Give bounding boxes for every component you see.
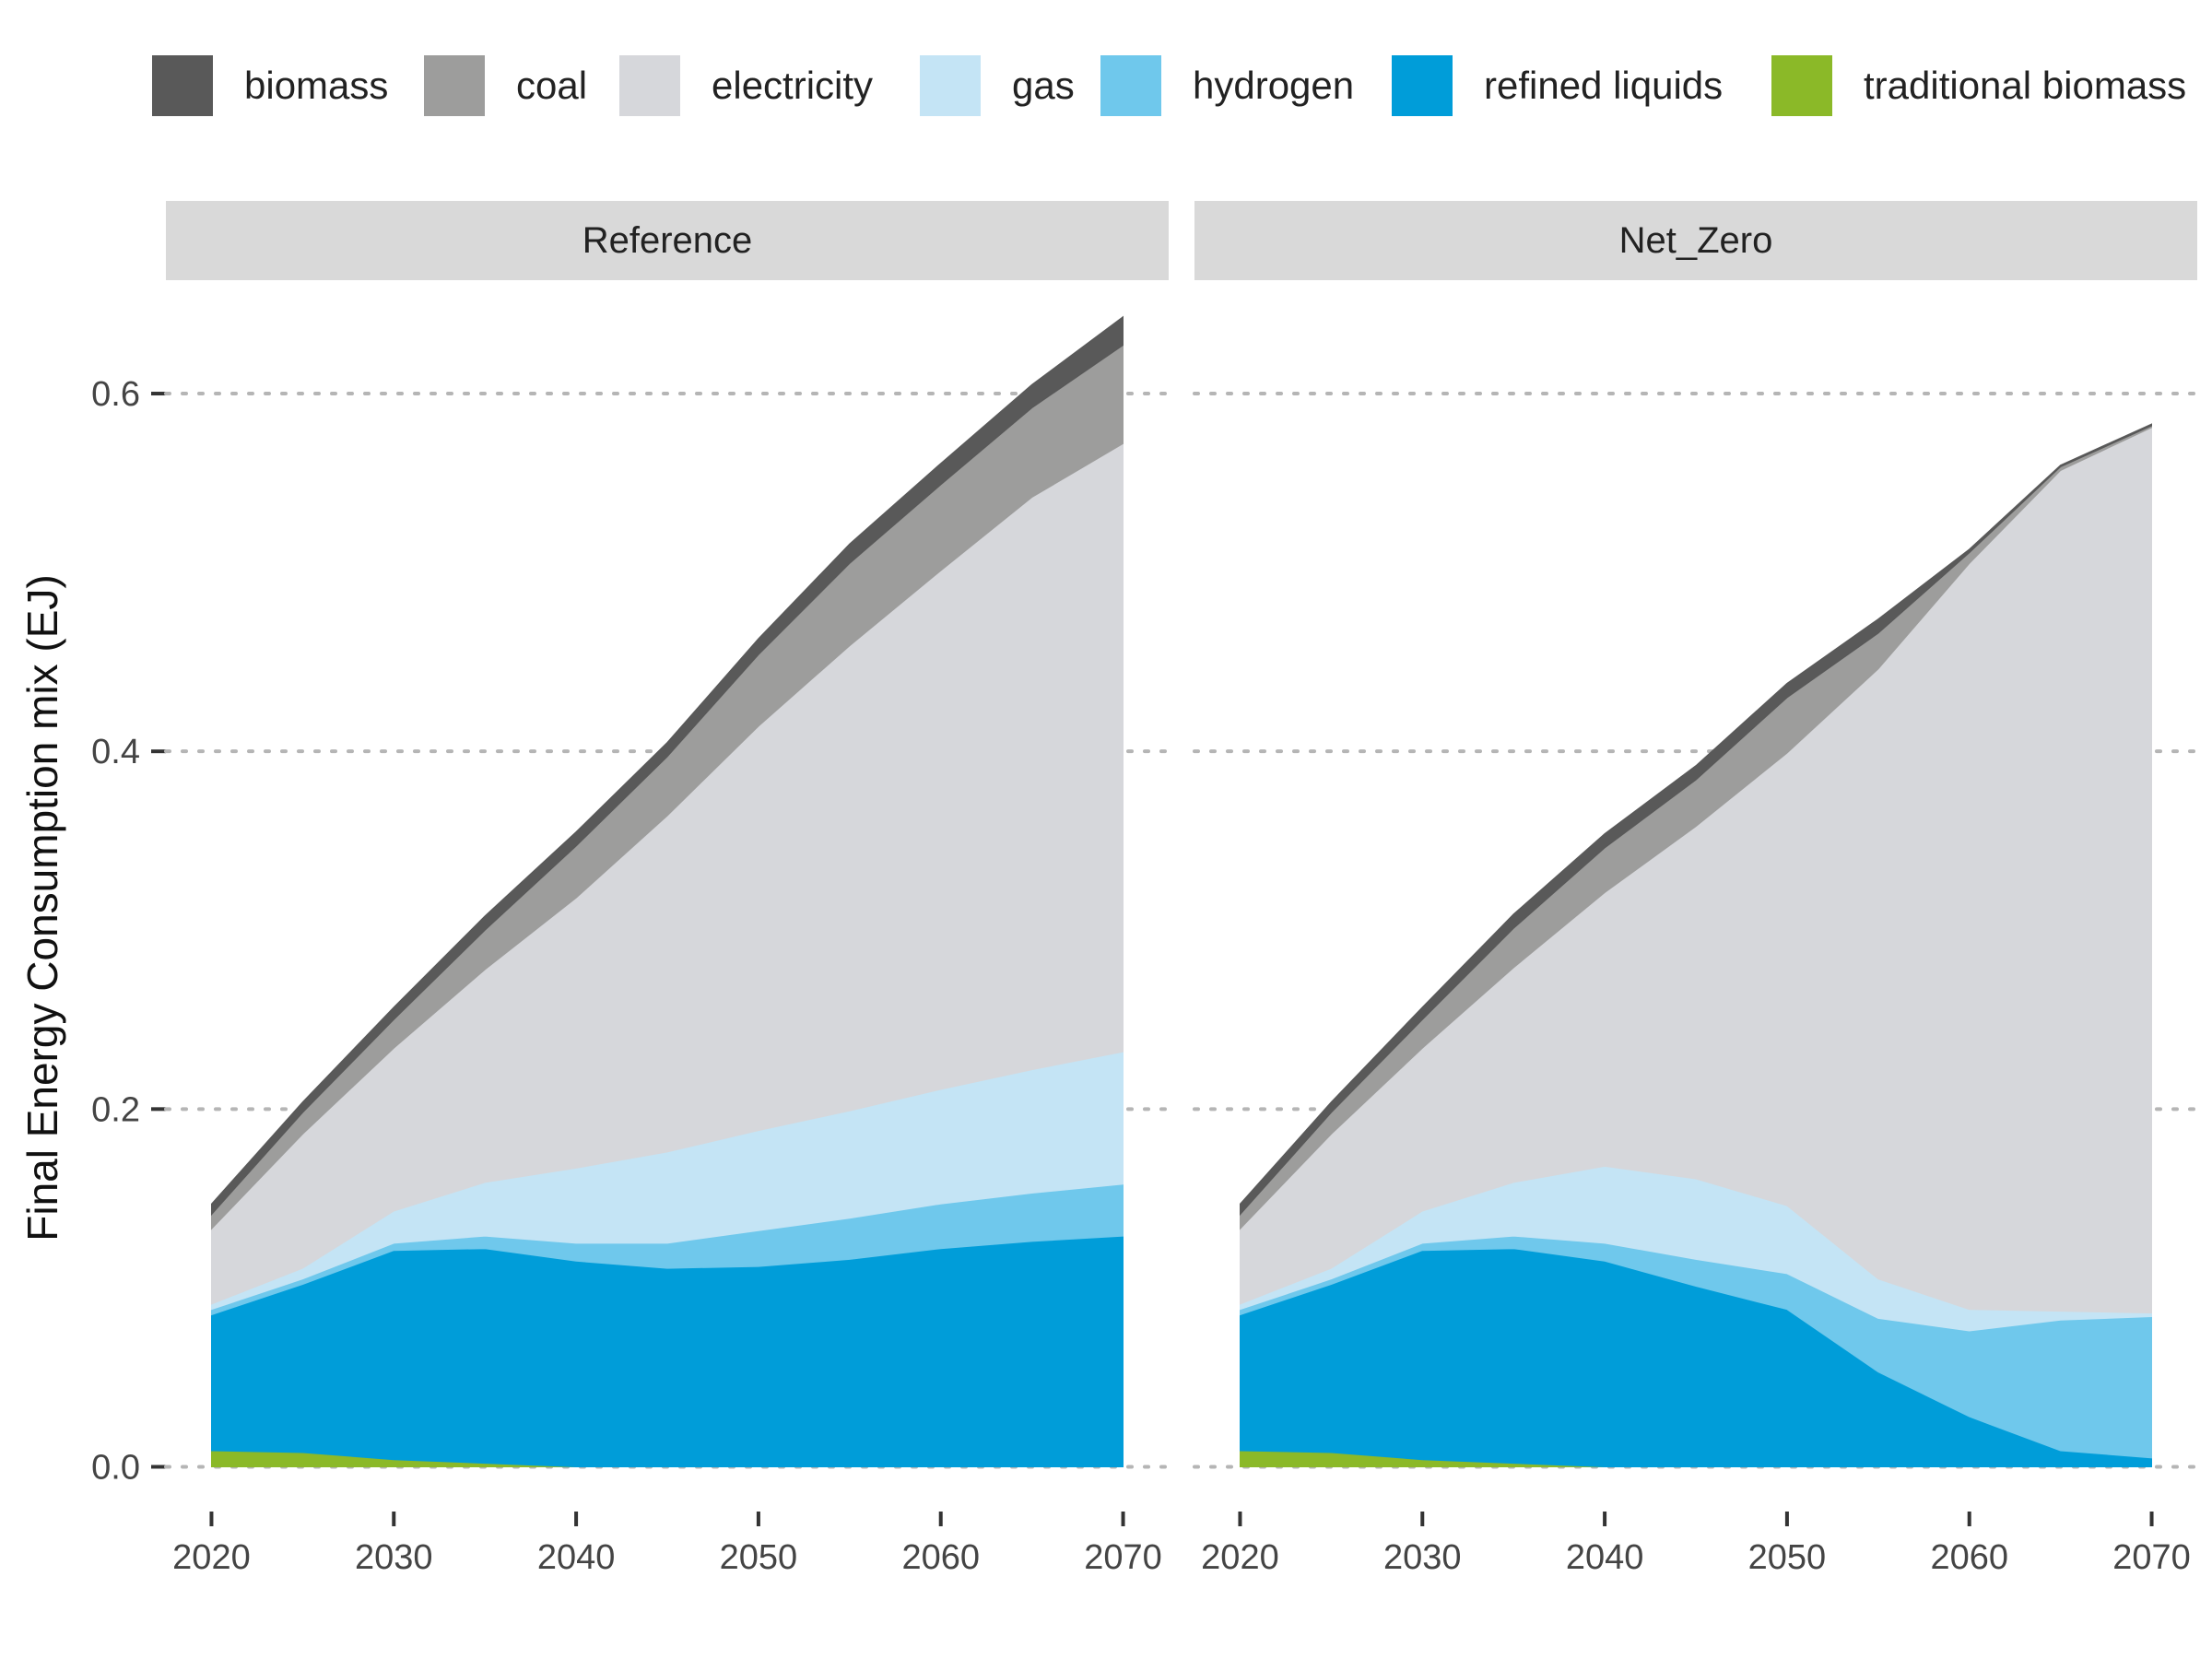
legend-swatch-gas	[920, 55, 981, 116]
x-tick-label-net-zero: 2040	[1566, 1538, 1644, 1577]
x-tick-label-net-zero: 2060	[1930, 1538, 2008, 1577]
legend-label-gas: gas	[1012, 64, 1075, 107]
area-biomass-reference	[211, 315, 1124, 1217]
x-tick-label-reference: 2040	[537, 1538, 616, 1577]
legend-swatch-hydrogen	[1100, 55, 1161, 116]
x-tick-label-reference: 2020	[172, 1538, 251, 1577]
legend: biomass coal electricity gas hydrogen refined…	[0, 0, 2212, 138]
facet-strip-reference: Reference	[166, 201, 1169, 280]
legend-swatch-refined-liquids	[1392, 55, 1453, 116]
legend-item-refined-liquids: refined liquids	[1392, 55, 1723, 116]
legend-label-traditional-biomass: traditional biomass	[1864, 64, 2187, 107]
area-refined-liquids-reference	[211, 1235, 1124, 1467]
x-tick-label-reference: 2030	[355, 1538, 433, 1577]
x-tick-label-net-zero: 2030	[1383, 1538, 1462, 1577]
x-tick-label-reference: 2060	[901, 1538, 980, 1577]
legend-label-refined-liquids: refined liquids	[1484, 64, 1724, 107]
y-tick-label: 0.2	[91, 1090, 140, 1129]
x-tick-label-reference: 2050	[720, 1538, 798, 1577]
legend-item-coal: coal	[424, 55, 587, 116]
x-tick-label-net-zero: 2070	[2112, 1538, 2191, 1577]
legend-item-hydrogen: hydrogen	[1100, 55, 1354, 116]
legend-swatch-electricity	[619, 55, 680, 116]
legend-label-coal: coal	[516, 64, 588, 107]
legend-label-biomass: biomass	[244, 64, 389, 107]
x-tick-label-net-zero: 2020	[1201, 1538, 1279, 1577]
legend-item-gas: gas	[920, 55, 1075, 116]
legend-item-traditional-biomass: traditional biomass	[1771, 55, 2186, 116]
legend-swatch-traditional-biomass	[1771, 55, 1832, 116]
legend-item-biomass: biomass	[152, 55, 388, 116]
legend-label-hydrogen: hydrogen	[1193, 64, 1355, 107]
x-tick-label-net-zero: 2050	[1748, 1538, 1827, 1577]
y-axis-title: Final Energy Consumption mix (EJ)	[18, 574, 66, 1241]
y-tick-label: 0.4	[91, 733, 140, 771]
x-tick-label-reference: 2070	[1084, 1538, 1162, 1577]
legend-swatch-biomass	[152, 55, 213, 116]
y-tick-label: 0.6	[91, 375, 140, 414]
legend-swatch-coal	[424, 55, 485, 116]
area-biomass-net-zero	[1240, 423, 2152, 1217]
facet-strip-net-zero: Net_Zero	[1194, 201, 2197, 280]
legend-item-electricity: electricity	[619, 55, 873, 116]
legend-label-electricity: electricity	[712, 64, 874, 107]
y-tick-label: 0.0	[91, 1448, 140, 1487]
